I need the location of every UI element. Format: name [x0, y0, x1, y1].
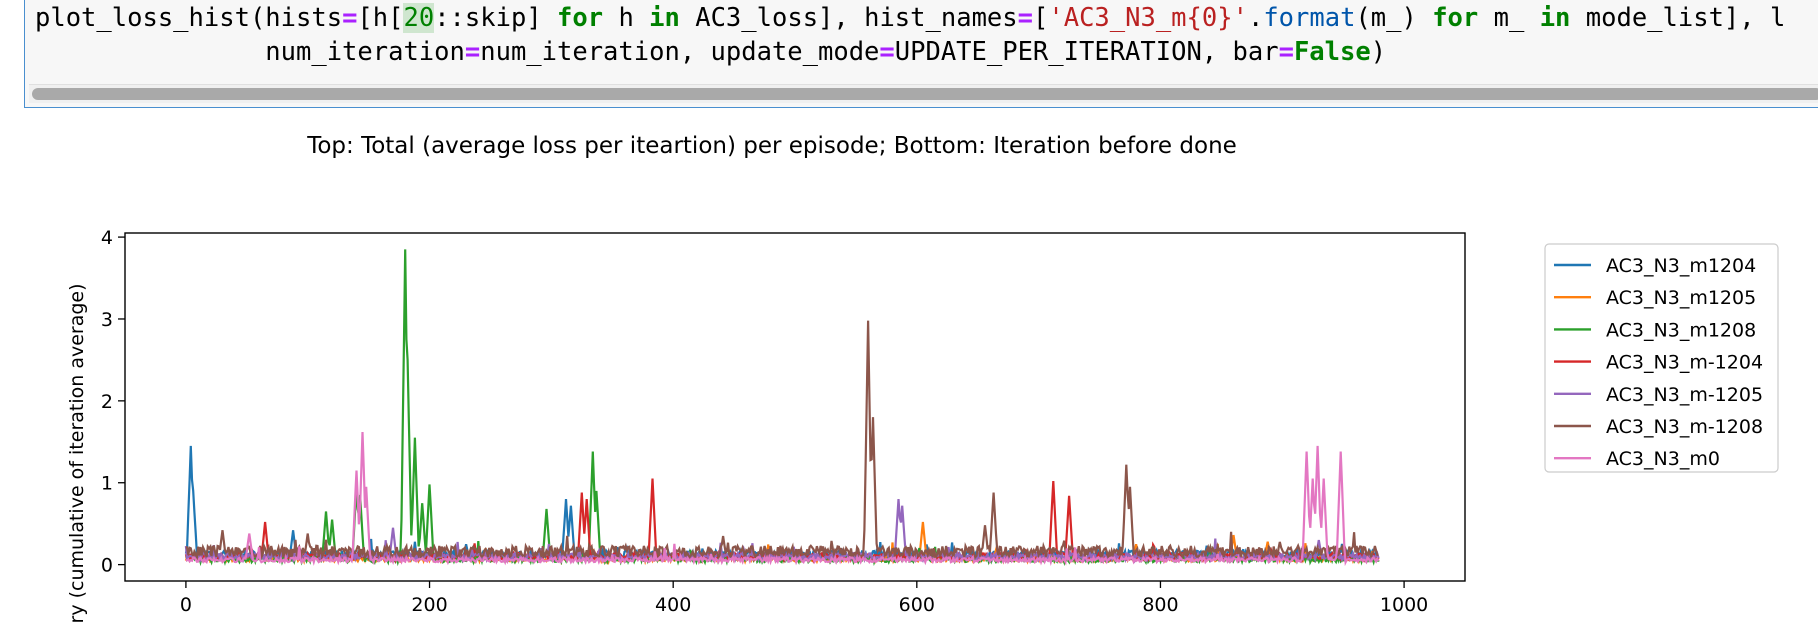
code-token: ): [1370, 37, 1387, 67]
code-cell[interactable]: plot_loss_hist(hists=[h[20::skip] for h …: [24, 0, 1818, 108]
legend-label: AC3_N3_m1204: [1606, 255, 1756, 277]
code-token: for: [557, 3, 604, 33]
code-token: =: [1278, 37, 1294, 67]
code-token: =: [342, 3, 358, 33]
legend-label: AC3_N3_m-1208: [1606, 416, 1763, 438]
code-token: format: [1263, 3, 1356, 33]
code-token: 20: [403, 3, 435, 33]
legend: AC3_N3_m1204 AC3_N3_m1205 AC3_N3_m1208 AC3_…: [1544, 243, 1779, 473]
code-token: mode_list], l: [1570, 3, 1786, 33]
y-tick-label: 4: [101, 227, 113, 249]
series-lines: [184, 249, 1380, 567]
code-token: UPDATE_PER_ITERATION, bar: [894, 37, 1279, 67]
code-token: [: [1033, 3, 1049, 33]
x-tick-label: 200: [411, 594, 447, 616]
code-token: h: [603, 3, 650, 33]
code-token: (: [249, 3, 266, 33]
code-token: m_: [1478, 3, 1540, 33]
code-token: num_iteration, update_mode: [480, 37, 880, 67]
code-token: plot_loss_hist: [35, 3, 250, 33]
y-tick-label: 0: [101, 555, 113, 577]
legend-label: AC3_N3_m1208: [1606, 319, 1756, 341]
code-token: 'AC3_N3_m{0}': [1048, 3, 1248, 33]
x-tick-label: 400: [655, 594, 691, 616]
scrollbar-thumb[interactable]: [32, 88, 1818, 100]
series-line-2: [184, 249, 1380, 567]
code-token: in: [649, 3, 680, 33]
legend-label: AC3_N3_m0: [1606, 448, 1720, 470]
y-axis-label: loss history (cumulative of iteration av…: [66, 283, 88, 624]
code-token: False: [1293, 37, 1371, 67]
series-line-5: [185, 320, 1379, 562]
legend-label: AC3_N3_m1205: [1606, 287, 1756, 309]
code-token: ::skip]: [434, 3, 558, 33]
code-token: for: [1432, 3, 1479, 33]
x-tick-label: 800: [1142, 594, 1178, 616]
cell-output: Top: Total (average loss per iteartion) …: [0, 108, 1818, 628]
y-tick-label: 1: [101, 473, 113, 495]
series-line-6: [185, 431, 1380, 567]
loss-history-chart: Top: Total (average loss per iteartion) …: [66, 133, 1779, 628]
x-tick-label: 600: [899, 594, 935, 616]
code-token: AC3_loss], hist_names: [679, 3, 1018, 33]
code-token: =: [1017, 3, 1033, 33]
code-token: hists: [265, 3, 343, 33]
y-tick-label: 3: [101, 309, 113, 331]
legend-box: [1544, 243, 1779, 473]
x-tick-label: 0: [180, 594, 192, 616]
code-line-2[interactable]: num_iteration=num_iteration, update_mode…: [35, 37, 1386, 67]
code-token: =: [879, 37, 895, 67]
code-token: .: [1247, 3, 1264, 33]
code-token: in: [1539, 3, 1571, 33]
code-line-1[interactable]: plot_loss_hist(hists=[h[20::skip] for h …: [35, 3, 1785, 33]
chart-title: Top: Total (average loss per iteartion) …: [306, 133, 1237, 159]
code-token: =: [464, 37, 481, 67]
code-token: num_iteration: [35, 37, 465, 67]
plot-frame: [124, 232, 1466, 582]
plot-area: 0 200 400 600 800 1000 0 1 2 3 4: [101, 227, 1466, 616]
y-tick-label: 2: [101, 391, 113, 413]
horizontal-scrollbar[interactable]: [29, 84, 1818, 103]
code-token: [h[: [357, 3, 404, 33]
legend-label: AC3_N3_m-1204: [1606, 352, 1763, 374]
code-token: (m_): [1355, 3, 1433, 33]
legend-label: AC3_N3_m-1205: [1606, 384, 1763, 406]
x-tick-label: 1000: [1380, 594, 1428, 616]
